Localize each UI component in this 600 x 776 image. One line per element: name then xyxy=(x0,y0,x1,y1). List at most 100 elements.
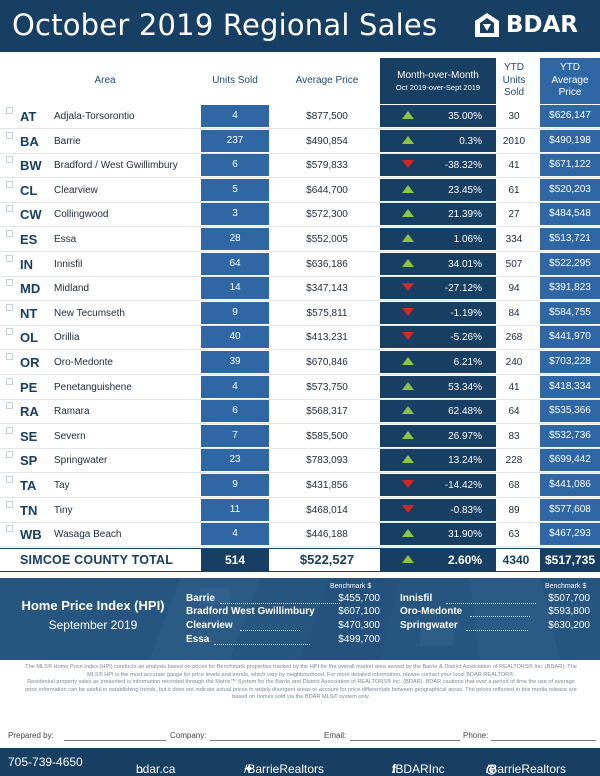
ytd-average-price: $626,147 xyxy=(540,105,600,127)
month-over-month: -38.32% xyxy=(380,154,496,177)
table-row: BA Barrie 237 $490,854 0.3% 2010 $490,198 xyxy=(0,129,600,154)
area-name: Tiny xyxy=(54,504,73,516)
ytd-units-sold: 84 xyxy=(508,307,520,319)
area-code: CW xyxy=(20,207,42,223)
area-name: Midland xyxy=(54,283,90,295)
col-header-average-price: Average Price xyxy=(295,74,359,86)
total-ytd-units: 4340 xyxy=(502,553,530,567)
neighbourhood-aerial-background xyxy=(0,578,600,660)
table-row: OR Oro-Medonte 39 $670,846 6.21% 240 $703,228 xyxy=(0,351,600,375)
ytd-average-price: $577,608 xyxy=(540,498,600,521)
hpi-item-name: Essa xyxy=(186,634,210,645)
month-over-month: -0.83% xyxy=(380,498,496,521)
average-price: $431,856 xyxy=(306,480,348,491)
row-marker xyxy=(6,353,13,360)
email-field[interactable] xyxy=(350,740,460,741)
leader-dots xyxy=(470,616,530,617)
area-name: Penetanguishene xyxy=(54,381,132,393)
ytd-units-sold: 63 xyxy=(508,529,520,541)
units-sold: 39 xyxy=(201,351,269,373)
prepared-by-field[interactable] xyxy=(64,740,166,741)
area-name: Essa xyxy=(54,234,77,245)
month-over-month: 6.21% xyxy=(380,351,496,373)
prepared-by-label: Prepared by: xyxy=(8,731,54,740)
units-sold: 11 xyxy=(201,498,269,521)
row-divider xyxy=(0,300,600,302)
phone-field[interactable] xyxy=(491,740,596,741)
hpi-subtitle: September 2019 xyxy=(48,618,138,632)
row-divider xyxy=(0,177,600,179)
row-marker xyxy=(6,180,13,188)
area-name: Tay xyxy=(54,480,70,491)
hpi-item-value: $470,300 xyxy=(338,620,380,631)
average-price: $347,143 xyxy=(306,283,348,295)
average-price: $468,014 xyxy=(306,504,348,516)
average-price: $585,500 xyxy=(306,430,348,442)
row-marker xyxy=(6,402,13,410)
ytd-average-price: $467,293 xyxy=(540,523,600,546)
hpi-item-value: $499,700 xyxy=(338,634,380,645)
down-arrow-icon xyxy=(402,332,414,341)
row-divider xyxy=(0,447,600,449)
col-header-units-sold: Units Sold xyxy=(212,74,258,86)
col-header-month-over-month: Month-over-Month Oct 2019-over-Sept 2019 xyxy=(380,58,496,104)
month-over-month: -27.12% xyxy=(380,277,496,300)
area-name: Wasaga Beach xyxy=(54,529,122,541)
row-marker xyxy=(6,205,13,213)
month-over-month: -14.42% xyxy=(380,474,496,496)
leader-dots xyxy=(466,630,528,631)
up-arrow-icon xyxy=(402,455,414,464)
hpi-item-value: $507,700 xyxy=(548,593,590,604)
ytd-average-price: $513,721 xyxy=(540,228,600,250)
hpi-title: Home Price Index (HPI) xyxy=(21,598,165,613)
row-marker xyxy=(6,131,13,139)
area-name: Ramara xyxy=(54,406,90,418)
footer-phone[interactable]: 705-739-4650 xyxy=(8,755,83,769)
month-over-month: 62.48% xyxy=(380,400,496,423)
row-marker xyxy=(6,525,13,533)
ytd-units-sold: 94 xyxy=(508,283,520,295)
email-label: Email: xyxy=(324,731,347,740)
units-sold: 7 xyxy=(201,424,269,447)
area-code: AT xyxy=(20,109,37,124)
row-marker xyxy=(6,476,13,483)
row-marker xyxy=(6,303,13,311)
average-price: $573,750 xyxy=(306,381,348,393)
average-price: $572,300 xyxy=(306,209,348,221)
area-code: PE xyxy=(20,379,38,395)
average-price: $568,317 xyxy=(306,406,348,418)
total-mom: 2.60% xyxy=(380,549,496,571)
area-code: BW xyxy=(20,158,42,174)
benchmark-label-left: Benchmark $ xyxy=(330,583,372,590)
row-marker xyxy=(6,500,13,508)
ytd-average-price: $441,970 xyxy=(540,326,600,349)
total-average-price: $522,527 xyxy=(299,552,355,567)
ytd-units-sold: 334 xyxy=(505,234,523,245)
hpi-item-value: $455,700 xyxy=(338,593,380,604)
col-header-ytd-average-price: YTD Average Price xyxy=(540,58,600,104)
row-divider xyxy=(0,152,600,154)
area-code: RA xyxy=(20,404,39,420)
units-sold: 4 xyxy=(201,105,269,127)
table-row: WB Wasaga Beach 4 $446,188 31.90% 63 $467,293 xyxy=(0,523,600,548)
area-name: Springwater xyxy=(54,455,108,467)
month-over-month: -1.19% xyxy=(380,301,496,324)
ytd-average-price: $535,366 xyxy=(540,400,600,423)
ytd-units-sold: 89 xyxy=(508,504,520,516)
month-over-month: -5.26% xyxy=(380,326,496,349)
company-field[interactable] xyxy=(210,740,320,741)
area-code: TA xyxy=(20,478,37,493)
units-sold: 6 xyxy=(201,400,269,423)
average-price: $413,231 xyxy=(306,332,348,344)
ytd-average-price: $391,823 xyxy=(540,277,600,300)
area-code: ES xyxy=(20,232,38,247)
area-name: Innisfil xyxy=(54,258,83,270)
area-code: TN xyxy=(20,502,38,518)
row-marker xyxy=(6,451,13,459)
hpi-item-name: Bradford West Gwillimbury xyxy=(186,606,315,617)
down-arrow-icon xyxy=(402,160,414,169)
average-price: $644,700 xyxy=(306,184,348,196)
ytd-units-sold: 41 xyxy=(508,381,520,393)
total-row: SIMCOE COUNTY TOTAL 514 $522,527 2.60% 4… xyxy=(0,548,600,572)
table-row: PE Penetanguishene 4 $573,750 53.34% 41 $418,3… xyxy=(0,375,600,400)
